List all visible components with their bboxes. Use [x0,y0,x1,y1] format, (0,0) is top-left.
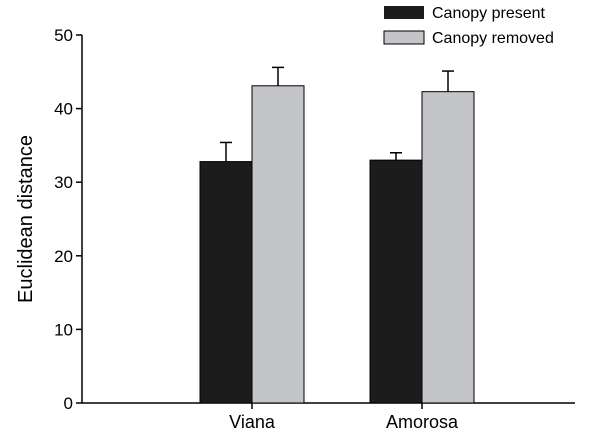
bar-canopy-removed-viana [251,85,305,404]
x-tick-label-amorosa: Amorosa [386,412,459,432]
y-tick-label: 20 [54,247,73,266]
bar-canopy-present-viana [199,161,253,404]
legend-label-canopy-removed: Canopy removed [432,30,554,47]
y-axis-label: Euclidean distance [15,135,37,303]
y-tick-label: 50 [54,26,73,45]
plot-area: 0 10 20 30 40 50 Viana Amorosa [54,26,575,432]
bar-canopy-removed-amorosa [421,91,475,404]
bar-canopy-present-amorosa [369,159,423,404]
y-tick-label: 30 [54,173,73,192]
legend: Canopy present Canopy removed [383,5,554,47]
y-tick-label: 0 [64,394,73,413]
legend-swatch-canopy-removed [383,30,425,45]
y-tick-label: 10 [54,320,73,339]
x-tick-label-viana: Viana [229,412,276,432]
legend-swatch-canopy-present [384,6,424,19]
y-tick-label: 40 [54,100,73,119]
legend-label-canopy-present: Canopy present [432,5,546,22]
